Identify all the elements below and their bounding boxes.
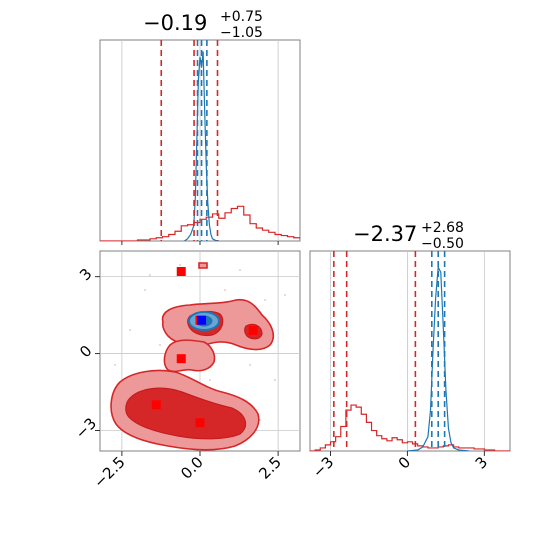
prior-hist-param2 — [310, 404, 510, 451]
x-tick-label-param2: 3 — [472, 453, 491, 472]
hist-param2-frame — [309, 250, 511, 452]
sample-dot — [274, 379, 276, 381]
hist-param2-grid — [330, 251, 485, 451]
scatter-marker — [176, 354, 186, 364]
hist-param2-panel — [309, 250, 511, 452]
sample-dot — [129, 329, 131, 331]
posterior-hist-param2 — [407, 265, 470, 451]
param1-title-minus: −1.05 — [220, 25, 263, 41]
x-tick-label-param1: −2.5 — [90, 453, 128, 491]
contour-middle-blob — [163, 339, 216, 373]
hist-param1-grid — [121, 40, 279, 241]
param2-title-plus: +2.68 — [421, 220, 464, 236]
joint-panel — [99, 250, 301, 452]
posterior-hist-param1 — [184, 51, 219, 241]
x-tick-label-param1: 2.5 — [255, 453, 285, 483]
sample-dot — [264, 299, 266, 301]
param1-title-value: −0.19 — [143, 11, 207, 35]
scatter-marker — [176, 267, 186, 277]
contour-speck — [198, 262, 208, 269]
scatter-marker — [195, 418, 205, 428]
sample-dot — [114, 364, 116, 366]
sample-dot — [209, 379, 211, 381]
param2-title-value: −2.37 — [353, 222, 417, 246]
sample-dot — [284, 294, 286, 296]
truth-marker — [197, 315, 207, 325]
x-tick-label-param2: −3 — [309, 453, 337, 481]
joint-points — [151, 267, 258, 428]
hist-param1-panel — [99, 39, 301, 242]
param2-title-minus: −0.50 — [421, 236, 464, 252]
sample-dot — [149, 274, 151, 276]
sample-dot — [249, 364, 251, 366]
sample-dot — [239, 269, 241, 271]
hist-param2-marks — [310, 251, 510, 451]
sample-dot — [224, 289, 226, 291]
hist-param1-marks — [100, 40, 300, 241]
y-tick-label-param2: 3 — [76, 265, 95, 284]
scatter-marker — [151, 400, 161, 410]
sample-dot — [159, 344, 161, 346]
sample-dot — [144, 289, 146, 291]
faint-samples — [114, 264, 286, 421]
param2-title: −2.37 — [353, 222, 417, 246]
scatter-marker — [248, 325, 258, 335]
param1-title-plus: +0.75 — [220, 9, 263, 25]
sample-dot — [179, 264, 181, 266]
prior-hist-param1 — [100, 205, 300, 241]
x-tick-label-param1: 0.0 — [177, 453, 207, 483]
param1-title: −0.19 — [143, 11, 207, 35]
x-tick-label-param2: 0 — [395, 453, 414, 472]
y-tick-label-param2: −3 — [72, 414, 100, 442]
tick-layer: −2.5 0.0 2.5 −3 0 3 −3 0 3 — [72, 241, 491, 492]
y-tick-label-param2: 0 — [76, 342, 95, 361]
